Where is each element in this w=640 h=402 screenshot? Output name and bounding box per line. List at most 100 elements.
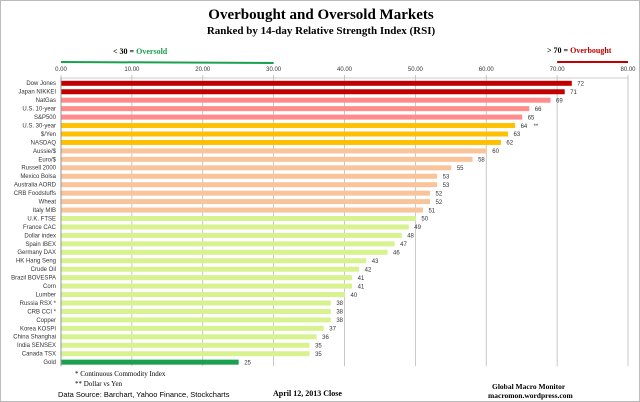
category-label: S&P500	[34, 115, 57, 121]
category-label: India SENSEX	[17, 343, 56, 349]
x-tick-label: 50.00	[408, 67, 424, 73]
value-label: 43	[372, 259, 379, 265]
footnote-2: ** Dollar vs Yen	[75, 380, 123, 388]
category-label: Corn	[43, 284, 56, 290]
bar	[61, 139, 501, 145]
brand-name: Global Macro Monitor	[492, 382, 566, 391]
category-label: Copper	[36, 318, 56, 324]
category-label: Aussie/$	[33, 149, 57, 155]
oversold-label: Oversold	[136, 47, 168, 56]
category-label: Germany DAX	[17, 250, 56, 256]
overbought-prefix: > 70 =	[547, 46, 571, 55]
value-label: 62	[506, 141, 513, 147]
value-label: 41	[358, 276, 365, 282]
bar	[61, 165, 452, 171]
value-label: 49	[414, 225, 421, 231]
value-label: 69	[556, 98, 563, 104]
bar	[61, 317, 331, 323]
bar	[61, 283, 353, 289]
value-label: 42	[365, 267, 372, 273]
value-label: 48	[407, 234, 414, 240]
category-label: Euro/$	[38, 157, 56, 163]
bar	[61, 308, 331, 314]
overbought-label: Overbought	[570, 46, 612, 55]
bar	[61, 351, 310, 357]
bar	[61, 131, 509, 137]
bar	[61, 173, 438, 179]
category-label: NatGas	[36, 98, 56, 104]
value-label: 46	[393, 251, 400, 257]
category-label: Japan NIKKEI	[18, 90, 56, 96]
chart-title: Overbought and Oversold Markets	[208, 7, 434, 23]
bar	[61, 232, 402, 238]
bar	[61, 199, 431, 205]
bar	[61, 89, 565, 95]
value-label: 51	[428, 208, 435, 214]
bar	[61, 359, 239, 365]
category-label: U.K. FTSE	[27, 216, 56, 222]
category-label: Gold	[43, 360, 56, 366]
bar	[61, 224, 409, 230]
value-label: 64	[521, 124, 528, 130]
value-label: 53	[443, 174, 450, 180]
date-label: April 12, 2013 Close	[273, 389, 342, 398]
bar	[61, 292, 345, 298]
category-label: Dow Jones	[26, 81, 56, 87]
value-label: 37	[329, 327, 336, 333]
bar	[61, 275, 353, 281]
category-label: Italy MIB	[33, 208, 56, 214]
data-source: Data Source: Barchart, Yahoo Finance, St…	[58, 390, 230, 399]
oversold-annotation: < 30 = Oversold	[113, 47, 167, 56]
bar	[61, 325, 324, 331]
bar	[61, 334, 317, 340]
bar	[61, 300, 331, 306]
category-label: U.S. 30-year	[22, 123, 56, 129]
x-tick-label: 10.00	[124, 67, 140, 73]
bar	[61, 190, 431, 196]
category-label: U.S. 10-year	[22, 107, 56, 113]
bar	[61, 148, 487, 154]
chart-subtitle: Ranked by 14-day Relative Strength Index…	[206, 25, 436, 37]
bar	[61, 80, 572, 86]
category-label: Australia AORD	[14, 183, 57, 189]
category-label: Mexico Bolsa	[20, 174, 56, 180]
value-label: 50	[421, 217, 428, 223]
value-label: 65	[528, 115, 535, 121]
category-label: Spain IBEX	[25, 242, 56, 248]
value-label: 47	[400, 242, 407, 248]
category-label: Crude Oil	[31, 267, 56, 273]
value-label: 55	[457, 166, 464, 172]
category-label: China Shanghai	[13, 335, 56, 341]
value-label: 52	[436, 200, 443, 206]
bar	[61, 106, 530, 112]
value-label: 25	[244, 360, 251, 366]
x-tick-label: 20.00	[195, 67, 211, 73]
category-label: Russell 2000	[21, 166, 56, 172]
bar	[61, 156, 473, 162]
bar	[61, 182, 438, 188]
footnote-1: * Continuous Commodity Index	[75, 370, 166, 378]
value-suffix: **	[534, 124, 539, 130]
overbought-annotation: > 70 = Overbought	[547, 46, 611, 55]
value-label: 38	[336, 310, 343, 316]
x-tick-label: 70.00	[550, 67, 566, 73]
value-label: 66	[535, 107, 542, 113]
value-label: 36	[322, 335, 329, 341]
category-label: Dollar index	[24, 233, 56, 239]
category-label: HK Hang Seng	[16, 259, 56, 265]
x-tick-label: 80.00	[620, 67, 636, 73]
bar	[61, 207, 423, 213]
value-label: 40	[351, 293, 358, 299]
value-label: 52	[436, 191, 443, 197]
bar	[61, 97, 551, 103]
x-tick-label: 40.00	[337, 67, 353, 73]
bar	[61, 114, 523, 120]
value-label: 35	[315, 343, 322, 349]
category-label: France CAC	[23, 225, 57, 231]
bar	[61, 216, 416, 221]
value-label: 38	[336, 318, 343, 324]
category-label: $/Yen	[41, 132, 56, 138]
category-label: Russia RSX *	[20, 301, 57, 307]
